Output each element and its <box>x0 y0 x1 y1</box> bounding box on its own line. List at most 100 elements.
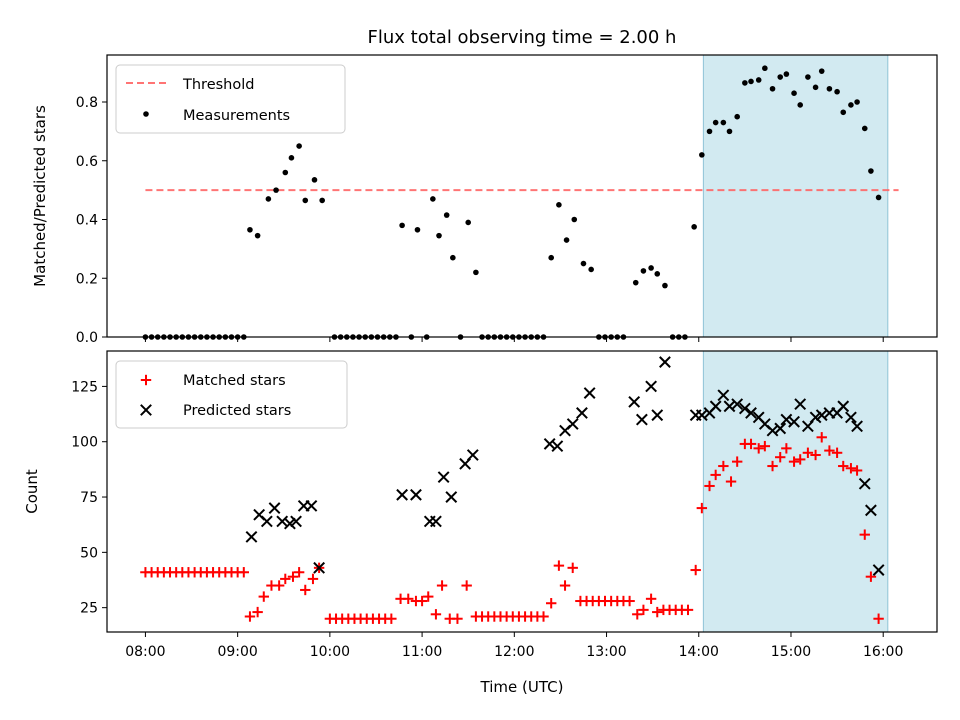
matched-star-point <box>788 456 800 467</box>
measurement-point <box>563 237 570 243</box>
bottom-y-tick-label: 75 <box>80 490 98 506</box>
measurement-point <box>755 77 762 83</box>
matched-star-point <box>280 573 291 585</box>
matched-star-point <box>718 460 729 472</box>
matched-star-point <box>859 529 870 540</box>
predicted-star-point <box>268 502 281 515</box>
measurement-point <box>443 212 450 218</box>
measurement-point <box>430 196 436 202</box>
predicted-star-point <box>313 561 326 574</box>
predicted-star-point <box>723 400 736 413</box>
legend-matched-label: Matched stars <box>183 373 286 389</box>
measurement-point <box>840 109 847 116</box>
predicted-star-point <box>845 411 857 424</box>
predicted-star-point <box>583 387 596 399</box>
predicted-star-point <box>396 488 409 501</box>
measurement-point <box>247 226 253 233</box>
matched-star-point <box>307 573 319 585</box>
measurement-point <box>571 216 578 223</box>
matched-star-point <box>423 591 434 602</box>
matched-star-point <box>638 604 649 616</box>
predicted-star-point <box>865 504 877 517</box>
matched-star-point <box>810 449 821 461</box>
legend-x-marker <box>140 404 152 416</box>
measurement-point <box>791 90 797 96</box>
matched-star-point <box>838 460 849 472</box>
matched-star-point <box>759 440 771 452</box>
measurement-point <box>473 269 479 276</box>
matched-star-point <box>273 580 285 591</box>
measurement-point <box>742 80 748 86</box>
measurement-point <box>818 68 825 74</box>
predicted-star-point <box>635 413 648 426</box>
bottom-panel: 25 50 75 100 125 08:00 09:00 10:00 11:00 12:00 13… <box>23 350 938 696</box>
matched-star-point <box>725 476 737 487</box>
matched-star-point <box>710 469 721 481</box>
bottom-legend: Matched stars Predicted stars <box>115 360 348 429</box>
measurement-point <box>648 265 654 271</box>
measurement-point <box>450 254 456 261</box>
predicted-star-point <box>284 517 296 530</box>
measurement-point <box>556 202 562 208</box>
matched-star-point <box>244 611 256 622</box>
predicted-star-point <box>466 449 479 461</box>
measurement-point <box>706 128 713 135</box>
legend-threshold-label: Threshold <box>182 77 254 93</box>
measurement-point <box>302 197 309 204</box>
bottom-axes-frame <box>106 350 938 633</box>
predicted-star-point <box>695 409 708 422</box>
top-axes-frame <box>106 54 938 338</box>
matched-star-point <box>652 606 663 618</box>
bottom-y-tick-label: 25 <box>80 601 98 617</box>
bottom-y-axis: 25 50 75 100 125 <box>71 379 107 617</box>
predicted-star-point <box>780 413 793 426</box>
predicted-star-point <box>245 530 258 543</box>
matched-star-point <box>845 463 857 474</box>
predicted-star-point <box>717 389 730 402</box>
measurement-point <box>273 187 279 193</box>
measurement-point <box>436 232 442 239</box>
matched-star-point <box>430 609 442 620</box>
measurement-point <box>748 78 754 85</box>
matched-star-point <box>546 598 557 609</box>
predicted-star-point <box>576 407 588 419</box>
predicted-star-point <box>260 515 273 528</box>
matched-star-point <box>704 480 715 492</box>
top-y-tick-label: 0.0 <box>76 330 98 346</box>
matched-star-point <box>824 445 835 456</box>
top-shaded-span <box>702 54 889 338</box>
matched-star-point <box>645 593 657 605</box>
bottom-y-axis-label: Count <box>23 469 41 514</box>
x-axis-label: Time (UTC) <box>480 678 564 696</box>
measurement-point <box>848 102 854 108</box>
legend-plus-marker <box>140 374 152 386</box>
predicted-star-point <box>290 515 302 528</box>
measurement-point <box>414 226 421 233</box>
measurement-point <box>712 119 719 126</box>
x-tick-label: 09:00 <box>217 644 257 660</box>
x-tick-label: 14:00 <box>679 644 719 660</box>
legend-predicted-label: Predicted stars <box>183 403 291 419</box>
predicted-star-point <box>794 398 807 411</box>
measurement-point <box>311 177 318 183</box>
x-tick-label: 11:00 <box>402 644 442 660</box>
top-legend: Threshold Measurements <box>115 64 346 134</box>
matched-star-point <box>461 580 472 591</box>
chart-title: Flux total observing time = 2.00 h <box>368 27 677 48</box>
predicted-star-point <box>851 420 863 433</box>
matched-star-point <box>386 613 397 624</box>
predicted-star-point <box>774 422 787 435</box>
matched-star-point <box>300 584 311 596</box>
measurement-point <box>282 169 289 176</box>
matched-star-point <box>696 502 708 514</box>
measurement-point <box>640 268 647 274</box>
measurement-point <box>632 279 639 286</box>
matched-star-point <box>745 438 757 450</box>
legend-measurements-swatch <box>143 111 149 117</box>
x-tick-label: 12:00 <box>494 644 534 660</box>
x-tick-label: 08:00 <box>125 644 165 660</box>
matched-star-point <box>731 456 743 467</box>
predicted-star-point <box>766 424 779 437</box>
measurement-point <box>762 65 768 72</box>
